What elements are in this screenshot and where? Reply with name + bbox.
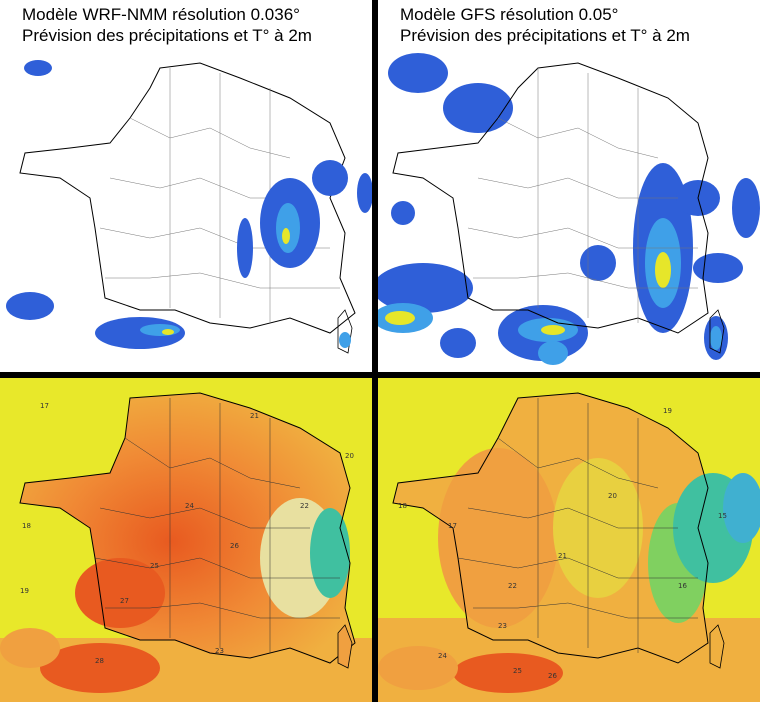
- france-outline: [19, 62, 356, 334]
- temp-label: 23: [498, 622, 507, 630]
- france-outline: [392, 62, 709, 334]
- wrf-temperature-labels: 17 18 19 20 21 22 23 24 25 26 27 28: [20, 402, 354, 665]
- precipitation-areas: [6, 60, 372, 349]
- horizontal-divider: [0, 372, 760, 378]
- corsica-outline: [337, 624, 353, 669]
- temp-label: 16: [678, 582, 687, 590]
- france-outline: [392, 392, 709, 664]
- france-outline: [19, 392, 356, 664]
- temp-label: 24: [438, 652, 447, 660]
- wrf-title-line2: Prévision des précipitations et T° à 2m: [22, 26, 312, 45]
- temp-label: 27: [120, 597, 129, 605]
- temp-label: 22: [508, 582, 517, 590]
- temp-label: 28: [95, 657, 104, 665]
- temp-label: 21: [250, 412, 259, 420]
- temp-label: 17: [40, 402, 49, 410]
- temp-label: 26: [548, 672, 557, 680]
- gfs-temperature-labels: 15 16 17 18 19 20 21 22 23 24 25 26: [398, 407, 727, 680]
- gfs-title-line1: Modèle GFS résolution 0.05°: [400, 5, 619, 24]
- temp-label: 19: [663, 407, 672, 415]
- temp-label: 22: [300, 502, 309, 510]
- temp-label: 26: [230, 542, 239, 550]
- temp-label: 21: [558, 552, 567, 560]
- temp-label: 20: [608, 492, 617, 500]
- gfs-title-line2: Prévision des précipitations et T° à 2m: [400, 26, 690, 45]
- temp-label: 23: [215, 647, 224, 655]
- corsica-outline: [709, 309, 725, 354]
- wrf-precipitation-map: [0, 48, 372, 372]
- temp-label: 18: [398, 502, 407, 510]
- temp-label: 18: [22, 522, 31, 530]
- corsica-outline: [709, 624, 725, 669]
- gfs-title: Modèle GFS résolution 0.05° Prévision de…: [400, 4, 690, 46]
- temp-label: 20: [345, 452, 354, 460]
- temp-label: 15: [718, 512, 727, 520]
- wrf-temperature-map: 17 18 19 20 21 22 23 24 25 26 27 28: [0, 378, 372, 702]
- precipitation-areas: [378, 53, 760, 365]
- vertical-divider: [372, 0, 378, 702]
- temp-label: 24: [185, 502, 194, 510]
- temp-label: 17: [448, 522, 457, 530]
- gfs-precipitation-map: [378, 48, 760, 372]
- wrf-title-line1: Modèle WRF-NMM résolution 0.036°: [22, 5, 300, 24]
- temp-label: 19: [20, 587, 29, 595]
- temp-label: 25: [150, 562, 159, 570]
- gfs-temperature-map: 15 16 17 18 19 20 21 22 23 24 25 26: [378, 378, 760, 702]
- temp-label: 25: [513, 667, 522, 675]
- wrf-title: Modèle WRF-NMM résolution 0.036° Prévisi…: [22, 4, 312, 46]
